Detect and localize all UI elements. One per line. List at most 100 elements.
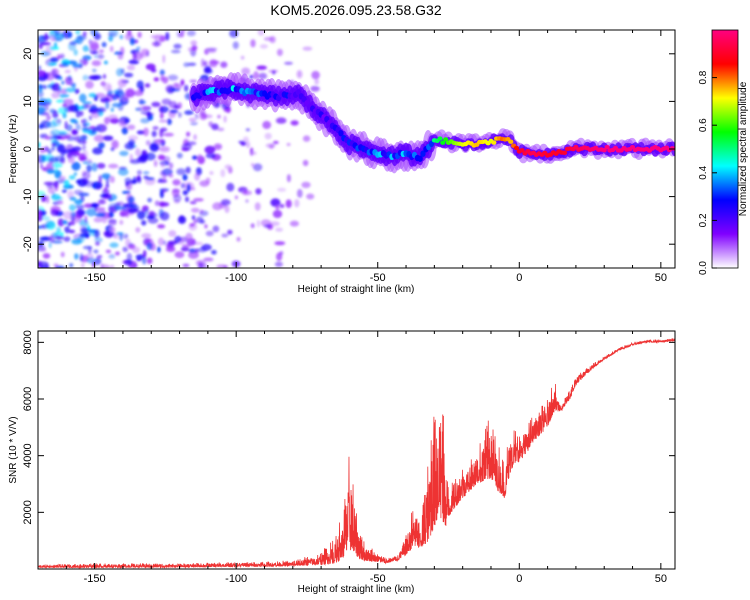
noise-blob <box>314 78 320 85</box>
noise-blob <box>146 177 155 181</box>
noise-blob <box>146 215 155 219</box>
noise-blob <box>160 162 165 168</box>
noise-blob <box>147 210 156 217</box>
noise-blob <box>118 168 129 176</box>
colorbar-tick-label: 0.2 <box>698 213 709 227</box>
noise-blob <box>188 117 196 122</box>
noise-blob <box>123 233 129 239</box>
noise-blob <box>257 30 265 36</box>
noise-blob <box>223 265 228 268</box>
noise-blob <box>151 41 162 47</box>
noise-blob <box>62 98 74 106</box>
noise-blob <box>191 207 200 213</box>
noise-blob <box>124 72 134 78</box>
noise-blob <box>82 45 89 52</box>
noise-blob <box>101 215 108 224</box>
y-tick-label: -20 <box>22 236 34 252</box>
noise-blob <box>54 236 66 240</box>
noise-blob <box>189 79 198 83</box>
noise-blob <box>169 109 179 114</box>
noise-blob <box>67 156 75 164</box>
noise-blob <box>38 89 44 98</box>
noise-blob <box>101 173 111 180</box>
noise-blob <box>252 163 263 172</box>
noise-blob <box>125 181 129 187</box>
noise-blob <box>86 208 97 217</box>
noise-blob <box>203 61 207 66</box>
noise-blob <box>167 118 172 125</box>
noise-blob <box>98 53 104 60</box>
noise-blob <box>105 249 112 254</box>
noise-blob <box>159 106 170 113</box>
noise-blob <box>275 227 284 232</box>
noise-blob <box>119 233 123 241</box>
noise-blob <box>69 263 74 268</box>
noise-blob <box>79 110 84 117</box>
colorbar-tick-label: 0.6 <box>698 118 709 132</box>
noise-blob <box>75 123 81 131</box>
noise-blob <box>103 74 106 79</box>
noise-blob <box>306 193 315 200</box>
noise-blob <box>94 229 100 239</box>
noise-blob <box>159 112 164 120</box>
noise-blob <box>122 246 128 253</box>
noise-blob <box>241 67 251 76</box>
noise-blob <box>93 134 105 142</box>
noise-blob <box>193 219 197 224</box>
noise-blob <box>251 151 257 155</box>
noise-blob <box>227 229 233 235</box>
noise-blob <box>71 129 78 136</box>
noise-blob <box>161 98 172 105</box>
noise-blob <box>46 168 56 174</box>
noise-blob <box>220 169 226 178</box>
noise-blob <box>39 236 50 241</box>
noise-blob <box>61 189 68 193</box>
noise-blob <box>154 34 165 43</box>
noise-blob <box>54 155 66 163</box>
noise-blob <box>154 200 160 207</box>
noise-blob <box>127 30 132 36</box>
ridge-core <box>508 139 514 144</box>
noise-blob <box>68 42 77 51</box>
noise-blob <box>229 30 239 38</box>
noise-blob <box>47 186 55 194</box>
noise-blob <box>52 240 63 244</box>
noise-blob <box>159 189 164 199</box>
noise-blob <box>96 255 103 259</box>
noise-blob <box>56 144 66 154</box>
noise-blob <box>144 208 149 216</box>
noise-blob <box>69 204 76 212</box>
noise-blob <box>141 256 147 265</box>
noise-blob <box>205 177 211 184</box>
noise-blob <box>190 187 196 191</box>
noise-blob <box>82 58 88 66</box>
noise-blob <box>56 179 67 184</box>
noise-blob <box>46 184 54 189</box>
x-tick-label: -150 <box>84 573 106 585</box>
noise-blob <box>69 118 77 123</box>
noise-blob <box>188 248 196 253</box>
noise-blob <box>221 233 229 238</box>
noise-blob <box>66 133 71 139</box>
noise-blob <box>99 194 110 198</box>
noise-blob <box>40 194 47 203</box>
noise-blob <box>51 82 61 92</box>
noise-blob <box>56 200 64 205</box>
noise-blob <box>107 114 119 122</box>
noise-blob <box>176 152 183 159</box>
noise-blob <box>87 158 92 163</box>
noise-blob <box>78 153 87 162</box>
noise-blob <box>38 261 49 267</box>
x-tick-label: 0 <box>516 272 522 284</box>
noise-blob <box>64 87 76 93</box>
noise-blob <box>285 199 292 208</box>
noise-blob <box>68 175 76 180</box>
noise-blob <box>177 215 187 224</box>
noise-blob <box>108 30 119 38</box>
noise-blob <box>38 124 44 129</box>
noise-blob <box>226 182 235 192</box>
noise-blob <box>302 159 309 167</box>
noise-blob <box>263 224 272 228</box>
noise-blob <box>57 54 61 60</box>
noise-blob <box>187 47 194 52</box>
